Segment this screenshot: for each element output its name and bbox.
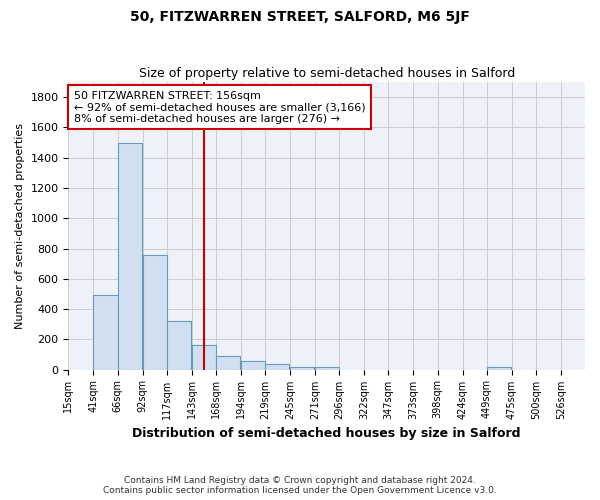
Bar (143, 254, 167, 370)
Bar (216, 356, 240, 370)
Bar (192, 346, 216, 370)
Text: Contains HM Land Registry data © Crown copyright and database right 2024.
Contai: Contains HM Land Registry data © Crown c… (103, 476, 497, 495)
Bar (265, 364, 289, 370)
Title: Size of property relative to semi-detached houses in Salford: Size of property relative to semi-detach… (139, 66, 515, 80)
X-axis label: Distribution of semi-detached houses by size in Salford: Distribution of semi-detached houses by … (133, 427, 521, 440)
Y-axis label: Number of semi-detached properties: Number of semi-detached properties (15, 123, 25, 329)
Bar (94, 296, 118, 370)
Bar (118, 142, 142, 370)
Bar (315, 366, 339, 370)
Bar (167, 321, 191, 370)
Text: 50 FITZWARREN STREET: 156sqm
← 92% of semi-detached houses are smaller (3,166)
8: 50 FITZWARREN STREET: 156sqm ← 92% of se… (74, 90, 365, 124)
Bar (290, 366, 314, 370)
Text: 50, FITZWARREN STREET, SALFORD, M6 5JF: 50, FITZWARREN STREET, SALFORD, M6 5JF (130, 10, 470, 24)
Bar (241, 361, 265, 370)
Bar (487, 368, 511, 370)
